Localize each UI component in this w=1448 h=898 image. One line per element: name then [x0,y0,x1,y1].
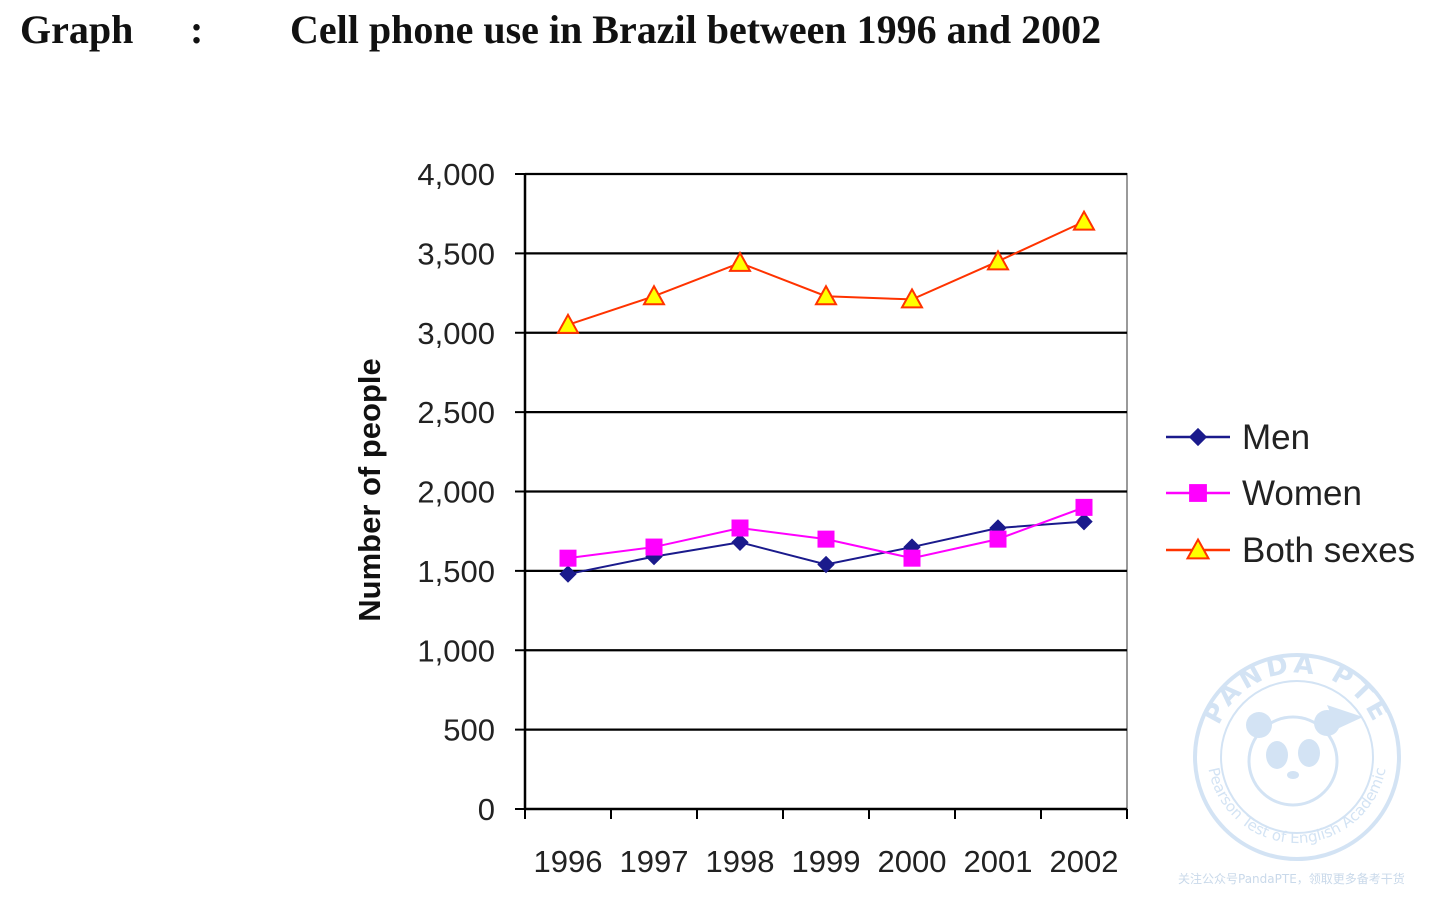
data-point-women [645,538,663,556]
data-point-men [559,565,577,583]
x-tick-label: 2000 [878,844,947,879]
data-point-both-sexes [1072,209,1096,231]
data-point-women [989,530,1007,548]
panda-face [1247,715,1339,807]
legend-label-women: Women [1242,474,1362,513]
legend-marker-men [1188,427,1208,447]
page-heading: Graph: Cell phone use in Brazil between 1… [20,6,1101,53]
x-tick-label: 2001 [964,844,1033,879]
legend-item-women: Women [1166,474,1362,513]
x-tick-label: 1997 [620,844,689,879]
y-tick-label: 3,500 [417,236,495,271]
y-tick-label: 1,000 [417,633,495,668]
watermark-footer: 关注公众号PandaPTE，领取更多备考干货 [1178,872,1405,886]
y-tick-label: 1,500 [417,554,495,589]
x-tick-label: 1996 [534,844,603,879]
x-tick-label: 1999 [792,844,861,879]
panda-cap [1327,705,1363,729]
data-point-men [1075,512,1093,531]
y-tick-label: 2,000 [417,475,495,510]
legend-label-men: Men [1242,418,1310,457]
data-point-both-sexes [728,250,752,272]
seal-inner-ring [1220,680,1374,834]
x-tick-label: 1998 [706,844,775,879]
legend-label-both-sexes: Both sexes [1242,531,1415,570]
data-point-women [731,519,749,537]
series-layer [556,209,1096,583]
y-tick-label: 500 [443,713,495,748]
data-point-women [817,530,835,548]
data-point-both-sexes [900,287,924,309]
panda-ear-left [1246,712,1272,738]
panda-eye-left [1266,741,1288,769]
x-tick-label: 2002 [1050,844,1119,879]
data-point-men [817,555,835,574]
series-women [559,498,1093,567]
legend-item-men: Men [1166,418,1310,457]
data-point-women [559,549,577,567]
y-tick-label: 4,000 [417,157,495,192]
data-point-both-sexes [642,284,666,306]
y-tick-label: 3,000 [417,316,495,351]
legend: Men Women Both sexes [1166,418,1415,570]
heading-colon: : [190,7,204,52]
data-point-both-sexes [814,284,838,306]
data-point-women [903,549,921,567]
y-axis-title: Number of people [352,358,387,622]
data-point-women [1075,498,1093,516]
y-tick-label: 0 [478,792,495,827]
heading-label: Graph [20,7,134,52]
data-point-both-sexes [986,249,1010,271]
seal-outer-ring [1193,653,1401,861]
series-both-sexes [556,209,1096,334]
data-point-men [731,533,749,552]
chart-title: Cell phone use in Brazil between 1996 an… [290,7,1102,52]
data-point-both-sexes [556,312,580,334]
plot-area: 0 500 1,000 1,500 2,000 2,500 3,000 3,500 4,000 1… [352,157,1128,879]
legend-marker-women [1189,484,1207,502]
panda-eye-right [1298,739,1320,767]
legend-marker-both-sexes [1185,537,1211,560]
legend-item-both-sexes: Both sexes [1166,531,1415,570]
panda-nose [1287,771,1299,779]
y-tick-label: 2,500 [417,395,495,430]
